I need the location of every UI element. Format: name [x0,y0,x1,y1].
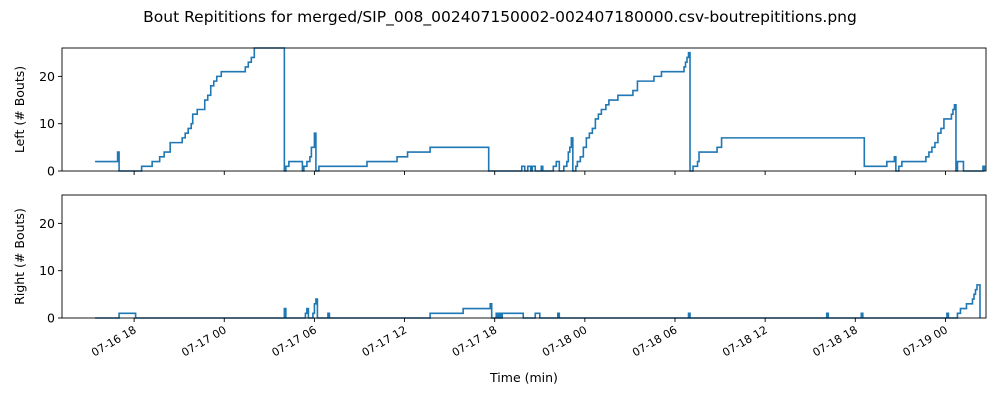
x-tick-label-8: 07-18 18 [810,323,859,359]
panel-0: 0 10 20 Left (# Bouts) [12,47,987,179]
x-tick-label-1: 07-17 00 [179,323,228,359]
series-line-panel-0-0 [95,47,986,172]
panel-1: 0 10 20 Right (# Bouts) 07-16 18 07-17 00 07-1… [12,194,987,359]
y-axis-label-1: Right (# Bouts) [12,208,27,305]
x-tick-label-4: 07-17 18 [450,323,499,359]
x-tick-label-2: 07-17 06 [270,323,319,359]
figure-title: Bout Repititions for merged/SIP_008_0024… [143,8,857,27]
x-axis-label: Time (min) [489,370,558,385]
x-tick-label-7: 07-18 12 [720,323,769,359]
y-axis-label-0: Left (# Bouts) [12,66,27,153]
y-tick-label-0-10: 10 [39,116,55,131]
x-tick-label-9: 07-19 00 [901,323,950,359]
x-tick-label-6: 07-18 06 [630,323,679,359]
y-tick-label-0-0: 0 [47,164,55,179]
x-tick-label-0: 07-16 18 [89,323,138,359]
x-tick-label-3: 07-17 12 [360,323,409,359]
y-tick-label-1-0: 0 [47,311,55,326]
y-tick-label-1-10: 10 [39,263,55,278]
series-line-panel-1-0 [95,284,981,319]
y-tick-label-1-20: 20 [39,216,55,231]
axes-frame-1 [61,194,987,319]
y-tick-label-0-20: 20 [39,69,55,84]
x-tick-label-5: 07-18 00 [540,323,589,359]
axes-frame-0 [61,47,987,172]
